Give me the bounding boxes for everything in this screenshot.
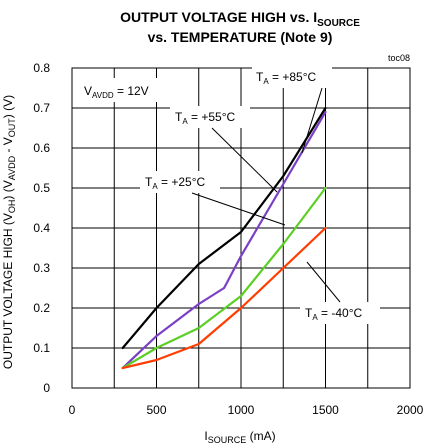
y-tick-label: 0.5 <box>33 181 50 195</box>
supply-label: VAVDD = 12V <box>84 84 149 100</box>
series-line-1 <box>121 110 327 370</box>
annotation-m40-bg <box>300 302 380 324</box>
x-tick-label: 2000 <box>397 403 424 417</box>
data-series <box>121 106 327 370</box>
chart-title-line2: vs. TEMPERATURE (Note 9) <box>148 29 333 45</box>
x-tick-label: 0 <box>69 403 76 417</box>
tick-labels: 0 500 1000 1500 2000 0 0.1 0.2 0.3 0.4 0.5 0.6 0.7 0.… <box>33 61 423 417</box>
y-tick-label: 0.4 <box>33 221 50 235</box>
annotation-85-bg <box>252 66 332 88</box>
y-tick-label: 0 <box>43 381 50 395</box>
y-tick-label: 0.7 <box>33 101 50 115</box>
y-tick-label: 0.2 <box>33 301 50 315</box>
annotation-85: TA = +85°C <box>256 70 317 86</box>
y-tick-label: 0.8 <box>33 61 50 75</box>
series-line-0 <box>121 106 327 350</box>
annotation-25-bg <box>140 171 220 193</box>
annotation-m40-leader <box>306 261 341 303</box>
series-line-3 <box>121 226 327 370</box>
annotation-55: TA = +55°C <box>175 110 236 126</box>
annotation-85-leader <box>301 87 323 154</box>
x-tick-label: 1500 <box>312 403 339 417</box>
x-tick-label: 1000 <box>228 403 255 417</box>
chart-title-line1: OUTPUT VOLTAGE HIGH vs. ISOURCE <box>120 9 360 29</box>
series-line-2 <box>121 186 327 370</box>
y-tick-label: 0.6 <box>33 141 50 155</box>
annotation-m40: TA = -40°C <box>305 306 363 322</box>
y-tick-label: 0.1 <box>33 341 50 355</box>
figure-code: toc08 <box>388 53 410 63</box>
y-tick-label: 0.3 <box>33 261 50 275</box>
annotation-25: TA = +25°C <box>145 175 206 191</box>
y-axis-label: OUTPUT VOLTAGE HIGH (VOH) (VAVDD - VOUT)… <box>1 95 17 369</box>
annotation-55-bg <box>170 106 250 128</box>
annotation-25-leader <box>191 192 286 226</box>
x-tick-label: 500 <box>146 403 166 417</box>
supply-label-bg <box>78 78 160 102</box>
annotation-55-leader <box>211 127 278 193</box>
x-axis-label: ISOURCE (mA) <box>204 429 275 445</box>
plot-frame <box>71 67 411 389</box>
